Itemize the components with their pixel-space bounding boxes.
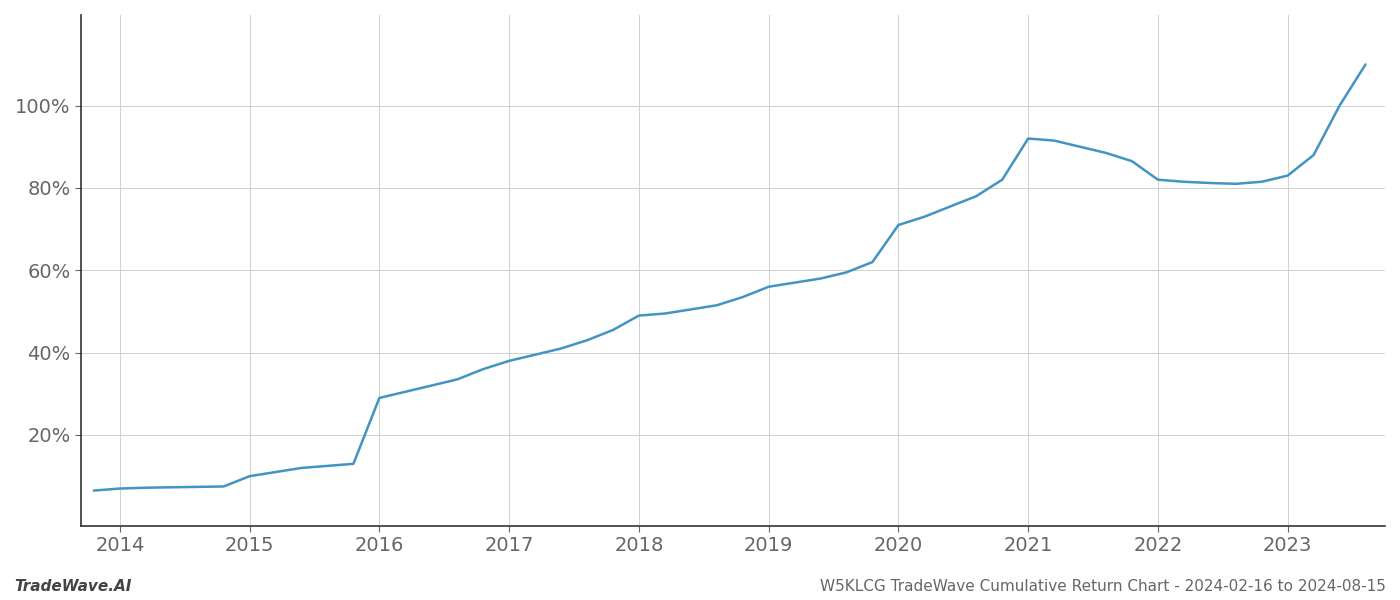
- Text: TradeWave.AI: TradeWave.AI: [14, 579, 132, 594]
- Text: W5KLCG TradeWave Cumulative Return Chart - 2024-02-16 to 2024-08-15: W5KLCG TradeWave Cumulative Return Chart…: [820, 579, 1386, 594]
